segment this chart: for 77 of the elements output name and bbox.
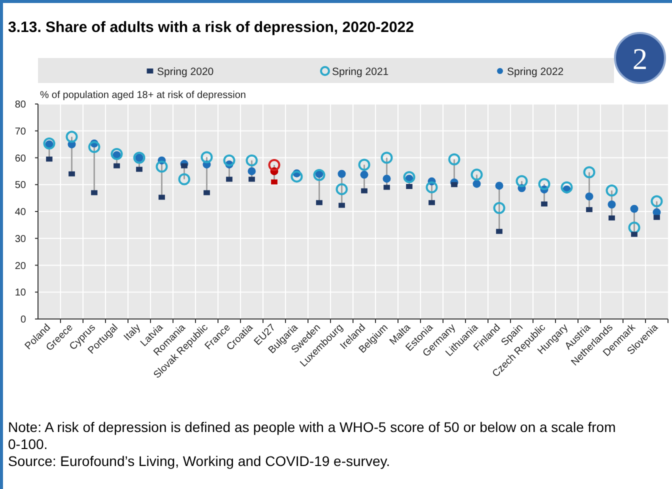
point [136,166,142,172]
point [181,163,188,168]
legend-label: Spring 2022 [507,66,564,78]
text: Note: A risk of depression is defined as people with a WHO-5 score of 50 or below on a scale from 0-100. [8,419,616,452]
point [361,188,368,194]
point [428,200,435,206]
y-tick-label: 30 [14,234,26,245]
point [470,168,483,181]
point [630,204,638,213]
y-tick-label: 40 [14,207,26,218]
point [650,195,663,208]
point [448,153,460,166]
source-note: Source: Eurofound’s Living, Working and COVID-19 e-survey. [8,453,390,469]
y-tick-label: 0 [20,314,26,326]
legend-label: Spring 2021 [332,66,389,78]
legend-label: Spring 2020 [157,66,214,78]
point [360,170,368,179]
point [382,174,391,183]
point [654,214,660,220]
point [313,168,326,181]
point [271,179,278,184]
point [68,171,75,176]
point [158,194,165,200]
point [46,156,52,162]
point [516,175,528,188]
text: 2 [632,43,648,76]
y-tick-label: 80 [14,100,26,110]
y-tick-label: 20 [14,260,26,272]
point [178,173,190,186]
point [338,170,346,178]
point [336,183,348,196]
point [226,176,232,182]
point [358,158,370,171]
point [246,154,258,166]
point [200,151,213,164]
point [110,148,123,160]
point [88,141,100,153]
point [248,167,256,176]
chart-title: 3.13. Share of adults with a risk of depression, 2020-2022 [8,19,414,36]
point [380,152,393,164]
point [156,160,168,173]
point [608,200,616,209]
point [495,182,504,190]
y-tick-label: 70 [14,126,26,138]
point [43,138,56,150]
point [204,190,210,196]
y-axis-title: % of population aged 18+ at risk of depression [40,90,246,101]
point [538,178,550,190]
point [583,166,596,178]
point [290,170,303,183]
point [114,163,120,168]
y-tick-label: 60 [14,153,26,164]
point [606,184,618,197]
point [472,180,481,188]
point [493,202,506,214]
point [403,171,416,184]
point [91,190,98,196]
point [406,184,412,190]
point [268,159,280,172]
point [338,202,345,208]
point [631,232,638,237]
point [586,207,592,212]
point [426,181,438,194]
point [223,154,236,166]
point [628,222,640,234]
y-tick-label: 50 [14,180,26,192]
y-tick-label: 10 [14,288,26,299]
point [608,215,615,220]
point [384,184,390,190]
point [66,130,78,143]
point [316,200,322,206]
point [541,201,548,206]
point [248,176,255,182]
point [560,181,573,194]
point [496,228,502,234]
point [451,182,458,188]
point [585,192,594,200]
